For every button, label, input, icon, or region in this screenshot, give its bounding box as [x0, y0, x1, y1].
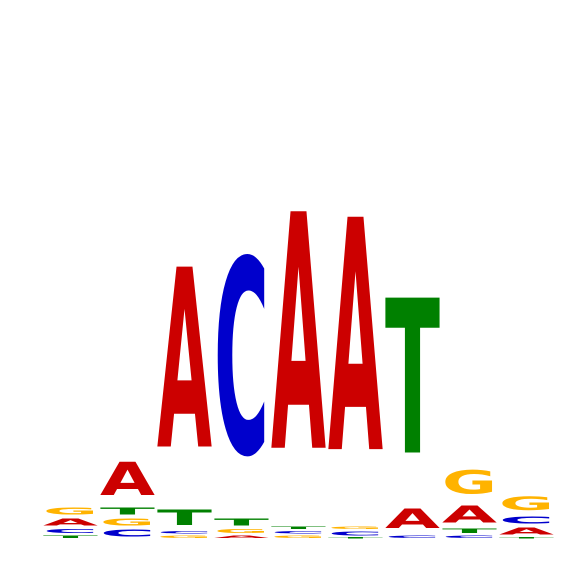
letter-g-pos-3: G	[157, 535, 212, 539]
letter-t-pos-6: T	[328, 537, 383, 539]
letter-a-pos-2: A	[100, 454, 155, 507]
letter-c-pos-4: C	[214, 206, 269, 516]
letter-c-pos-1: C	[43, 528, 98, 535]
letter-a-pos-9: A	[499, 526, 554, 537]
letter-a-pos-1: A	[43, 517, 98, 528]
letter-a-pos-6: A	[328, 155, 383, 525]
letter-t-pos-5: T	[271, 526, 326, 530]
letter-c-pos-2: C	[100, 528, 155, 539]
letter-g-pos-5: G	[271, 535, 326, 539]
letter-t-pos-7: T	[385, 255, 440, 502]
letter-g-pos-8: G	[442, 464, 497, 501]
letter-t-pos-1: T	[43, 535, 98, 539]
letter-g-pos-2: G	[100, 517, 155, 528]
letter-a-pos-4: A	[214, 535, 269, 539]
letter-g-pos-9: G	[499, 492, 554, 514]
letter-t-pos-2: T	[100, 506, 155, 517]
letter-g-pos-1: G	[43, 506, 98, 517]
letter-a-pos-7: A	[385, 503, 441, 534]
letter-c-pos-7: C	[385, 535, 440, 539]
letter-g-pos-4: G	[214, 528, 269, 535]
letter-c-pos-6: C	[328, 530, 383, 537]
letter-t-pos-9: T	[499, 537, 554, 539]
letter-c-pos-8: C	[442, 535, 497, 539]
letter-g-pos-6: G	[328, 526, 383, 530]
letter-c-pos-5: C	[271, 530, 326, 534]
letter-c-pos-3: C	[157, 530, 212, 534]
letter-c-pos-9: C	[499, 515, 554, 526]
letter-t-pos-8: T	[442, 528, 497, 535]
letter-t-pos-4: T	[214, 517, 269, 528]
letter-a-pos-5: A	[271, 148, 326, 525]
letter-a-pos-8: A	[442, 502, 497, 528]
letter-t-pos-3: T	[157, 506, 212, 530]
letter-a-pos-3: A	[157, 218, 212, 505]
